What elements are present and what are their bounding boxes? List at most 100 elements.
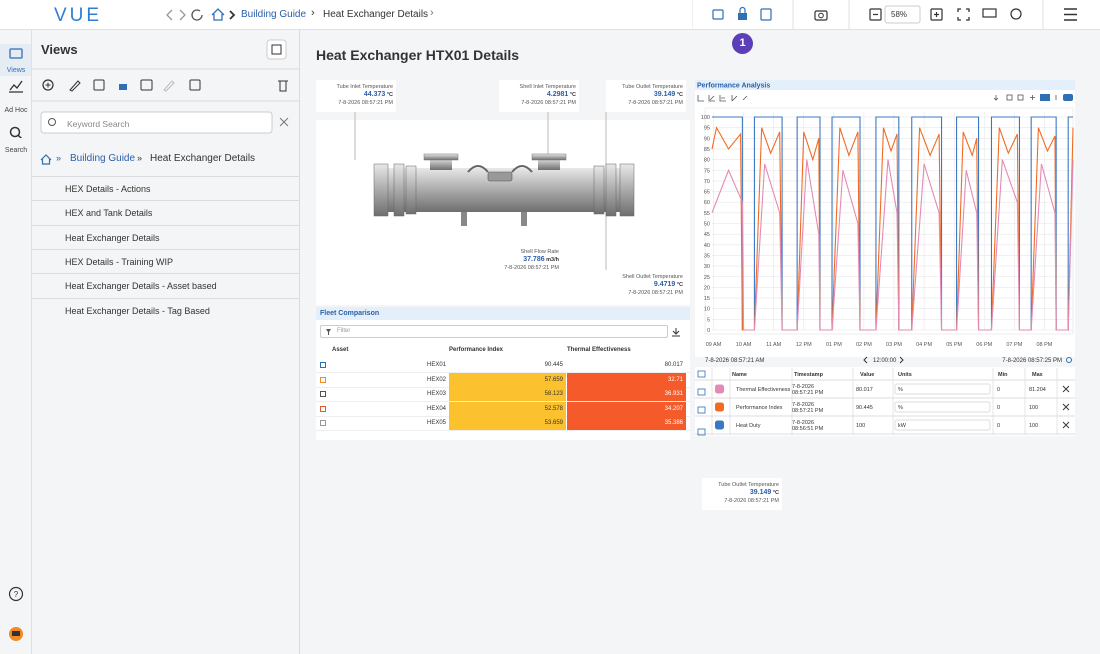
tool-active[interactable] (1063, 94, 1073, 101)
save-icon[interactable] (760, 8, 772, 21)
search-icon[interactable] (9, 126, 21, 138)
y-tick-label: 100 (701, 115, 710, 121)
list-icon[interactable] (189, 79, 201, 91)
clear-icon[interactable] (279, 117, 289, 127)
y-tick-label: 20 (704, 285, 710, 291)
metric-cell: 80.017 (664, 362, 683, 368)
value-widget: Tube Outlet Temperature 39.149 °C 7-8-2026… (702, 478, 782, 510)
range-next (899, 356, 904, 364)
sep: » (137, 153, 143, 163)
widget-value: 44.373 (363, 91, 386, 98)
metric-cell: 32.71 (567, 372, 686, 387)
remove-row[interactable] (1062, 421, 1070, 429)
save-icon[interactable] (93, 79, 105, 91)
rail-label[interactable]: Ad Hoc (4, 107, 28, 114)
fit-icon[interactable] (957, 8, 970, 21)
download-icon[interactable] (672, 328, 680, 337)
y-tick-label: 35 (704, 253, 710, 259)
legend-tool[interactable] (697, 428, 706, 436)
tool[interactable] (719, 95, 726, 102)
tool[interactable] (731, 95, 738, 102)
view-item[interactable]: HEX and Tank Details (32, 200, 300, 224)
add-icon[interactable] (42, 79, 54, 91)
asset-icon (320, 376, 326, 383)
legend-tool[interactable] (697, 388, 706, 396)
forward[interactable] (179, 9, 186, 21)
search-glyph (48, 118, 56, 126)
present-icon[interactable] (982, 8, 997, 18)
view-item[interactable]: Heat Exchanger Details - Tag Based (32, 297, 300, 322)
logo[interactable]: VUE (54, 5, 103, 26)
views-panel: Views Keyword Search » Building Guide » … (32, 30, 300, 654)
delete-icon[interactable] (278, 80, 288, 92)
home[interactable] (211, 8, 225, 21)
adhoc-icon[interactable] (9, 80, 23, 93)
y-tick-label: 90 (704, 136, 710, 142)
y-tick-label: 45 (704, 232, 710, 238)
widget-name: Tube Inlet Temperature (336, 84, 393, 90)
back[interactable] (166, 9, 173, 21)
column-header: Asset (332, 347, 349, 353)
view-item[interactable]: HEX Details - Training WIP (32, 248, 300, 273)
x-tick-label: 12 PM (796, 342, 812, 348)
lock-icon[interactable] (119, 84, 127, 90)
help-icon[interactable] (8, 586, 24, 602)
chat-icon[interactable] (1010, 8, 1022, 20)
props-icon[interactable] (140, 79, 153, 91)
zoom-out[interactable] (869, 8, 882, 21)
metric-cell: 36.931 (567, 387, 686, 401)
rail-label[interactable]: Search (4, 147, 28, 154)
crumb-sep: › (311, 7, 315, 19)
legend-tool[interactable] (697, 370, 706, 378)
tool-active[interactable] (1040, 94, 1050, 101)
rail-icons (9, 48, 23, 138)
tool[interactable] (742, 95, 748, 101)
badge: 1 (732, 33, 753, 54)
tool[interactable] (1017, 94, 1024, 101)
column-header: Thermal Effectiveness (567, 347, 631, 353)
asset-name: HEX02 (426, 376, 446, 383)
view-item[interactable]: HEX Details - Actions (32, 176, 300, 200)
views-icon[interactable] (9, 48, 23, 59)
range-start: 7-8-2026 08:57:21 AM (705, 358, 764, 364)
lock-icon[interactable] (738, 13, 747, 20)
crumb-link[interactable]: Building Guide (241, 9, 307, 20)
tool[interactable] (697, 95, 704, 102)
metric-cell: 34.207 (567, 401, 686, 416)
edit-disabled (163, 80, 175, 92)
zoom-box[interactable] (884, 5, 921, 24)
menu-icon[interactable] (1064, 8, 1077, 21)
legend-tool[interactable] (697, 406, 706, 414)
units-input (894, 383, 991, 395)
tool[interactable] (993, 95, 999, 101)
lift-lugs (467, 165, 533, 173)
calendar-icon[interactable] (712, 9, 724, 20)
timestamp-date: 7-8-2026 (792, 384, 814, 390)
legend-table-bg (695, 367, 1075, 436)
search-box[interactable] (40, 111, 273, 134)
help-glyph: ? (14, 590, 19, 599)
x-tick-label: 08 PM (1036, 342, 1052, 348)
camera-icon[interactable] (814, 10, 828, 21)
zoom-in[interactable] (930, 8, 943, 21)
home-icon[interactable] (40, 154, 52, 165)
filter-box[interactable] (320, 325, 668, 338)
edit-icon[interactable] (69, 80, 81, 92)
fleet-icons (326, 328, 680, 337)
view-item[interactable]: Heat Exchanger Details (32, 224, 300, 249)
panel-crumb-link[interactable]: Building Guide (70, 153, 136, 164)
view-item[interactable]: Heat Exchanger Details - Asset based (32, 273, 300, 297)
legend-value: 90.445 (856, 405, 873, 411)
tool[interactable] (708, 95, 715, 102)
remove-row[interactable] (1062, 403, 1070, 411)
tool[interactable] (1030, 95, 1035, 100)
timestamp-date: 7-8-2026 (792, 420, 814, 426)
widget-value: 9.4719 (653, 281, 676, 288)
sep (229, 10, 236, 20)
asset-icon (320, 362, 326, 368)
tool[interactable] (1006, 94, 1013, 101)
rail-label[interactable]: Views (6, 67, 26, 74)
refresh[interactable] (191, 9, 203, 21)
remove-row[interactable] (1062, 385, 1070, 393)
widget-name: Shell Flow Rate (520, 249, 559, 255)
